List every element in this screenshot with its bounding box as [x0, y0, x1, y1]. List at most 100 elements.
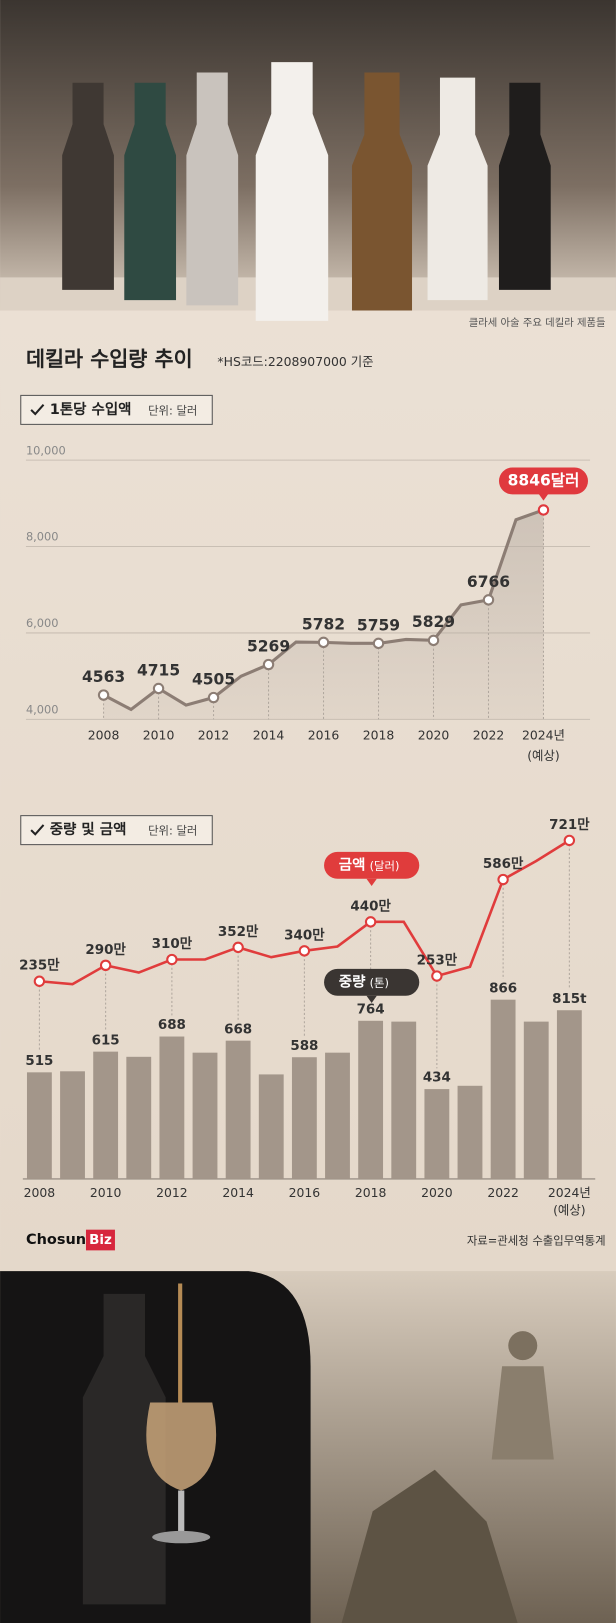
- bar: [93, 1051, 119, 1179]
- data-label: 434: [423, 1071, 451, 1086]
- section-title: 1톤당 수입액: [50, 400, 132, 418]
- point: [152, 682, 165, 695]
- unit-label: 단위: 달러: [148, 824, 197, 838]
- data-label: 4715: [137, 661, 180, 679]
- x-tick-label: 2014: [222, 1185, 254, 1200]
- bar: [556, 1010, 582, 1179]
- point: [207, 691, 220, 704]
- check-icon: [30, 404, 45, 416]
- legend-pointer: [366, 878, 377, 887]
- y-tick-label: 10,000: [26, 443, 66, 457]
- x-tick-label: 2024년: [522, 727, 565, 742]
- legend-pointer: [366, 995, 377, 1003]
- check-icon: [30, 824, 45, 836]
- data-label: 440만: [350, 898, 391, 914]
- bar: [490, 999, 516, 1179]
- data-label: 340만: [284, 927, 325, 943]
- chart-2: 2008 2010 2012 2014 2016 2018 2020 2022 2024년 (예상…: [19, 817, 596, 1218]
- data-label: 6766: [467, 573, 510, 591]
- data-label: 515: [25, 1054, 53, 1069]
- bar: [159, 1036, 185, 1179]
- data-label: 688: [158, 1018, 186, 1033]
- bar: [192, 1052, 218, 1179]
- data-label: 615: [92, 1033, 120, 1048]
- data-label: 764: [357, 1002, 385, 1017]
- data-label: 352만: [218, 924, 259, 940]
- subtitle: *HS코드:2208907000 기준: [217, 354, 373, 369]
- x-tick-label: 2022: [487, 1185, 519, 1200]
- top-photo: [0, 0, 616, 321]
- x-tick-label: 2022: [473, 727, 505, 742]
- bar: [325, 1052, 350, 1179]
- data-label: 721만: [549, 817, 590, 833]
- point: [262, 658, 275, 671]
- legend-callout: [324, 968, 420, 996]
- data-label: 588: [290, 1039, 318, 1054]
- point: [431, 970, 443, 982]
- x-tick-note: (예상): [527, 748, 560, 763]
- data-label: 815t: [552, 992, 587, 1007]
- legend-unit: (톤): [370, 976, 389, 990]
- bar: [60, 1071, 85, 1179]
- bar: [358, 1020, 384, 1179]
- logo: Biz: [89, 1233, 112, 1248]
- bar: [457, 1085, 483, 1179]
- bar: [225, 1040, 251, 1179]
- x-tick-label: 2024년: [548, 1185, 591, 1200]
- x-tick-label: 2020: [418, 727, 450, 742]
- x-tick-label: 2018: [363, 727, 395, 742]
- source: 자료=관세청 수출입무역통계: [467, 1234, 606, 1248]
- data-label: 866: [489, 981, 517, 996]
- unit-label: 단위: 달러: [148, 403, 197, 417]
- point: [364, 916, 377, 928]
- point: [232, 941, 244, 954]
- point: [298, 945, 311, 957]
- logo-badge: [85, 1229, 115, 1251]
- x-tick-label: 2012: [156, 1185, 188, 1200]
- x-tick-label: 2016: [308, 727, 340, 742]
- data-label: 8846달러: [508, 470, 580, 489]
- x-tick-label: 2016: [289, 1185, 321, 1200]
- x-tick-label: 2012: [198, 727, 230, 742]
- data-label: 586만: [483, 856, 524, 872]
- x-tick-label: 2018: [355, 1185, 387, 1200]
- point: [97, 689, 110, 701]
- callout: [498, 467, 588, 495]
- x-tick-label: 2010: [90, 1185, 122, 1200]
- bar: [26, 1072, 52, 1179]
- point: [482, 594, 495, 606]
- x-tick-label: 2014: [253, 727, 285, 742]
- bar: [424, 1089, 450, 1179]
- section-box: [20, 815, 213, 846]
- callout-pointer: [538, 493, 549, 501]
- bottom-photo: [0, 1271, 616, 1623]
- point: [427, 634, 440, 647]
- chart-1: 10,000 8,000 6,000 4,000 2008 2010 2012 2014 201…: [25, 443, 591, 763]
- photo-caption: 클라세 아술 주요 데킬라 제품들: [469, 316, 606, 329]
- data-label: 5269: [247, 637, 290, 655]
- point: [372, 637, 385, 650]
- point: [563, 834, 576, 847]
- point: [166, 953, 178, 966]
- y-tick-label: 8,000: [26, 530, 59, 544]
- point: [317, 636, 330, 649]
- x-tick-label: 2008: [24, 1185, 56, 1200]
- bar: [291, 1057, 317, 1179]
- data-label: 290만: [85, 942, 126, 958]
- data-label: 668: [224, 1022, 252, 1037]
- point: [99, 959, 112, 972]
- data-label: 4563: [82, 668, 125, 686]
- data-label: 235만: [19, 958, 60, 974]
- logo: Chosun: [26, 1232, 86, 1248]
- section-title: 중량 및 금액: [50, 820, 127, 838]
- legend-label: 금액: [339, 855, 366, 873]
- point: [33, 975, 46, 987]
- data-label: 310만: [152, 936, 193, 952]
- legend-callout: [324, 851, 420, 879]
- data-label: 4505: [192, 670, 235, 688]
- x-tick-label: 2008: [88, 727, 120, 742]
- legend-unit: (달러): [370, 859, 400, 873]
- data-label: 5759: [357, 616, 400, 634]
